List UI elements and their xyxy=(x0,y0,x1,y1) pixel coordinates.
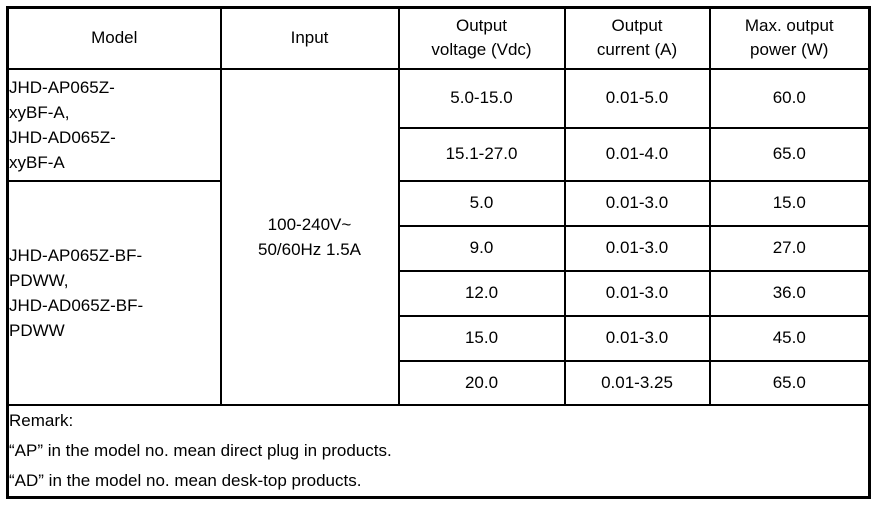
voltage-cell: 20.0 xyxy=(397,359,566,406)
header-output-voltage: Output voltage (Vdc) xyxy=(397,6,566,70)
remark-row: Remark: “AP” in the model no. mean direc… xyxy=(6,403,871,498)
table-row: 15.1-27.0 0.01-4.0 65.0 xyxy=(8,126,871,182)
input-cell: 100-240V~ 50/60Hz 1.5A xyxy=(219,67,400,406)
power-cell: 65.0 xyxy=(708,126,871,182)
voltage-cell: 12.0 xyxy=(397,269,566,317)
table-row: JHD-AP065Z-BF- PDWW, JHD-AD065Z-BF- PDWW… xyxy=(6,179,871,406)
voltage-cell: 9.0 xyxy=(397,224,566,272)
remark-cell: Remark: “AP” in the model no. mean direc… xyxy=(6,403,871,498)
table-row: 9.0 0.01-3.0 27.0 xyxy=(8,224,871,272)
power-cell: 27.0 xyxy=(708,224,871,272)
header-row: Model Input Output voltage (Vdc) Output … xyxy=(6,6,871,70)
voltage-cell: 5.0 xyxy=(397,179,566,227)
power-cell: 45.0 xyxy=(708,314,871,362)
power-cell: 65.0 xyxy=(708,359,871,406)
current-cell: 0.01-4.0 xyxy=(563,126,711,182)
current-cell: 0.01-3.0 xyxy=(563,269,711,317)
voltage-cell: 15.0 xyxy=(397,314,566,362)
spec-table: Model Input Output voltage (Vdc) Output … xyxy=(6,6,871,499)
power-cell: 60.0 xyxy=(708,67,871,129)
header-output-current: Output current (A) xyxy=(563,6,711,70)
table-row: 12.0 0.01-3.0 36.0 xyxy=(8,269,871,317)
voltage-cell: 15.1-27.0 xyxy=(397,126,566,182)
model-group-2-cell: JHD-AP065Z-BF- PDWW, JHD-AD065Z-BF- PDWW xyxy=(6,179,222,406)
current-cell: 0.01-3.0 xyxy=(563,224,711,272)
header-model: Model xyxy=(6,6,222,70)
voltage-cell: 5.0-15.0 xyxy=(397,67,566,129)
current-cell: 0.01-3.25 xyxy=(563,359,711,406)
current-cell: 0.01-5.0 xyxy=(563,67,711,129)
power-cell: 15.0 xyxy=(708,179,871,227)
current-cell: 0.01-3.0 xyxy=(563,314,711,362)
current-cell: 0.01-3.0 xyxy=(563,179,711,227)
table-row: 20.0 0.01-3.25 65.0 xyxy=(8,359,871,406)
header-max-output-power: Max. output power (W) xyxy=(708,6,871,70)
header-input: Input xyxy=(219,6,400,70)
table-row: JHD-AP065Z- xyBF-A, JHD-AD065Z- xyBF-A 1… xyxy=(6,67,871,406)
model-group-1-cell: JHD-AP065Z- xyBF-A, JHD-AD065Z- xyBF-A xyxy=(6,67,222,182)
power-cell: 36.0 xyxy=(708,269,871,317)
table-row: 15.0 0.01-3.0 45.0 xyxy=(8,314,871,362)
